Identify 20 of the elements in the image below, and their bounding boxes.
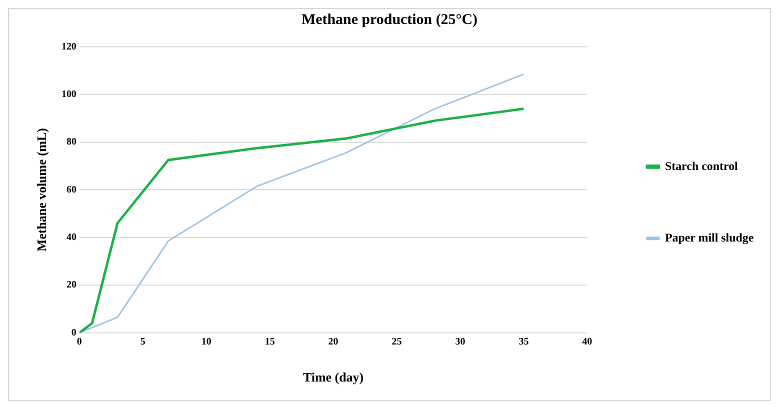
x-tick-label: 20	[328, 336, 338, 348]
y-tick-label: 100	[61, 89, 76, 100]
y-tick-label: 0	[71, 327, 76, 338]
x-tick-label: 15	[264, 336, 275, 348]
y-tick-label: 20	[66, 280, 76, 291]
x-tick-label: 5	[140, 336, 146, 348]
y-axis-title: Methane volume (mL)	[34, 128, 50, 252]
y-tick-label: 80	[66, 136, 76, 148]
y-tick-label: 120	[61, 41, 76, 52]
x-tick-label: 35	[518, 336, 529, 348]
x-tick-label: 30	[455, 336, 466, 348]
x-tick-label: 40	[582, 336, 592, 348]
x-tick-label: 10	[201, 336, 212, 348]
legend-label: Starch control	[664, 158, 739, 173]
chart-title: Methane production (25°C)	[301, 12, 478, 28]
legend-label: Paper mill sludge	[664, 230, 754, 244]
x-tick-label: 25	[392, 336, 402, 348]
x-axis-title: Time (day)	[302, 370, 364, 385]
y-tick-label: 60	[66, 184, 76, 196]
y-tick-label: 40	[66, 232, 76, 243]
